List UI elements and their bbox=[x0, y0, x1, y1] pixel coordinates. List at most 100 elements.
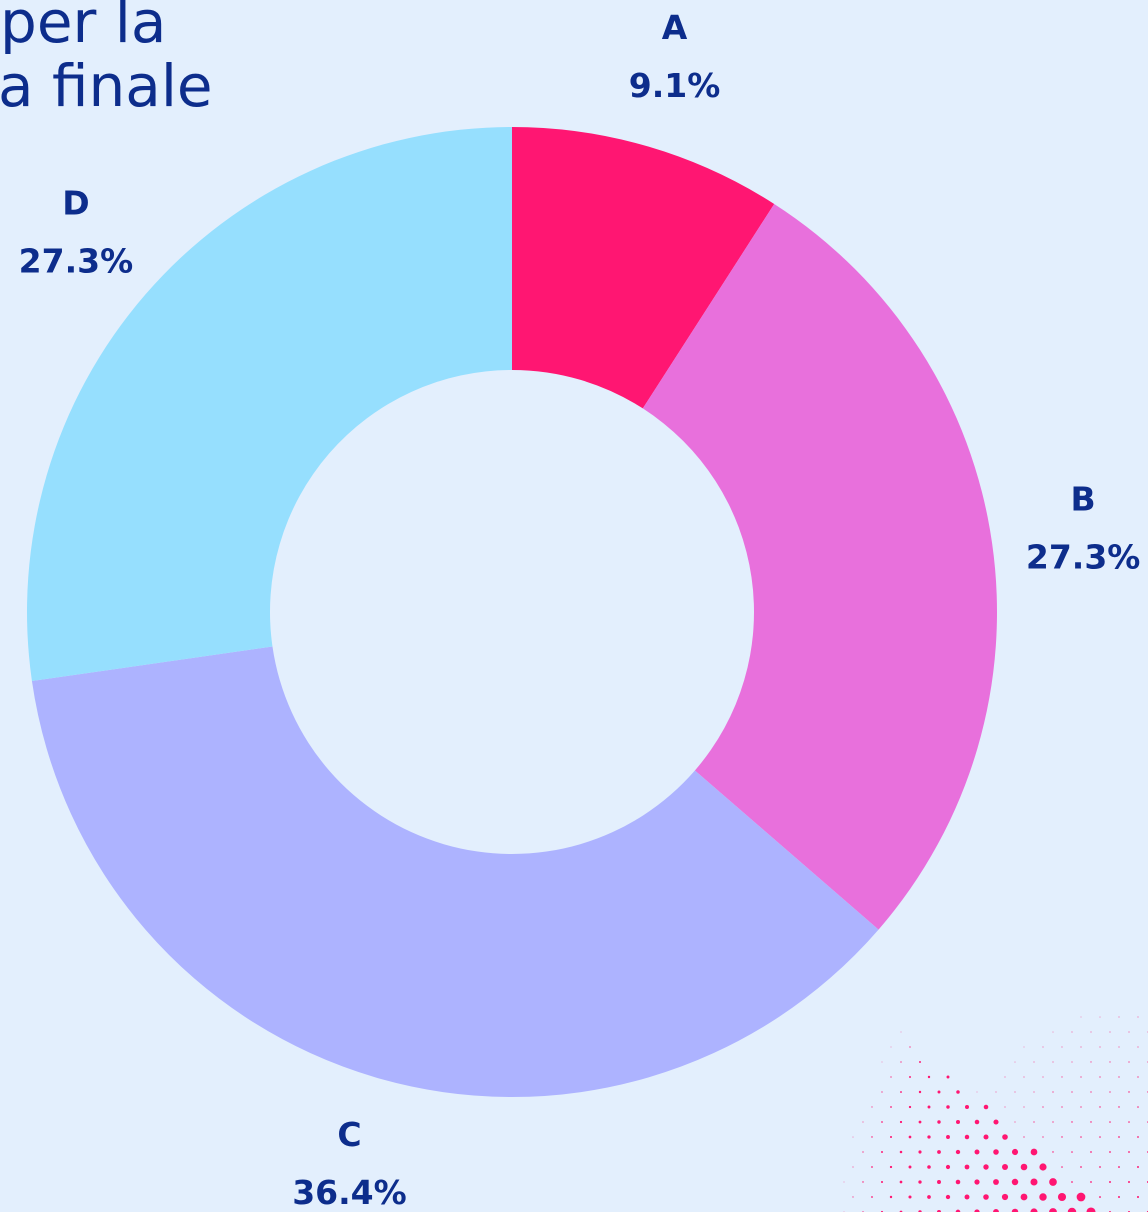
decor-dot bbox=[1109, 1151, 1111, 1153]
slice-value-label: 36.4% bbox=[292, 1173, 407, 1212]
decor-dot bbox=[1067, 1207, 1077, 1212]
decor-dot bbox=[889, 1135, 893, 1139]
decor-dot bbox=[1061, 1136, 1063, 1138]
donut-slice bbox=[642, 203, 997, 930]
chart-title: per la bbox=[0, 0, 166, 56]
decor-dot bbox=[1128, 1121, 1130, 1123]
decor-dot bbox=[1099, 1106, 1101, 1108]
decor-dot bbox=[918, 1150, 922, 1154]
decor-dot bbox=[1109, 1091, 1111, 1093]
slice-category-label: D bbox=[62, 184, 89, 223]
decor-dot bbox=[937, 1120, 941, 1124]
slice-value-label: 27.3% bbox=[19, 242, 134, 281]
decor-dot bbox=[1014, 1061, 1016, 1063]
decor-dot bbox=[881, 1061, 883, 1063]
decor-dot bbox=[993, 1119, 999, 1125]
decor-dot bbox=[1076, 1192, 1086, 1202]
decor-dot bbox=[871, 1196, 873, 1198]
decor-dot bbox=[1004, 1106, 1006, 1108]
decor-dot bbox=[1080, 1166, 1082, 1168]
decor-dot bbox=[1071, 1121, 1073, 1123]
decor-dot bbox=[908, 1105, 912, 1109]
decor-dot bbox=[1033, 1121, 1035, 1123]
decor-dot bbox=[890, 1106, 892, 1108]
decor-dot bbox=[1080, 1136, 1082, 1138]
decor-dot bbox=[955, 1209, 961, 1212]
decor-dot bbox=[918, 1180, 922, 1184]
decor-dot bbox=[1071, 1181, 1073, 1183]
decor-dot bbox=[946, 1075, 950, 1079]
decor-dot bbox=[899, 1150, 903, 1154]
decor-dot bbox=[1020, 1193, 1028, 1201]
decor-dot bbox=[995, 1091, 997, 1093]
decor-dot bbox=[908, 1165, 912, 1169]
decor-dot bbox=[1099, 1016, 1101, 1018]
chart-title: a finale bbox=[0, 52, 213, 120]
decor-dot bbox=[927, 1075, 931, 1079]
decor-dot bbox=[1090, 1061, 1092, 1063]
decor-dot bbox=[956, 1120, 960, 1124]
decor-dot bbox=[880, 1180, 884, 1184]
decor-dot bbox=[881, 1121, 883, 1123]
decor-dot bbox=[871, 1136, 873, 1138]
decor-dot bbox=[1033, 1061, 1035, 1063]
decor-dot bbox=[1014, 1091, 1016, 1093]
decor-dot bbox=[983, 1104, 989, 1110]
decor-dot bbox=[956, 1090, 960, 1094]
decor-dot bbox=[908, 1195, 912, 1199]
decor-dot bbox=[871, 1106, 873, 1108]
decor-dot bbox=[974, 1119, 980, 1125]
decor-dot bbox=[1086, 1207, 1096, 1212]
decor-dot bbox=[946, 1105, 950, 1109]
decor-dot bbox=[1080, 1046, 1082, 1048]
decor-dot bbox=[889, 1165, 893, 1169]
decor-dot bbox=[1052, 1061, 1054, 1063]
decor-dot bbox=[918, 1120, 922, 1124]
decor-dot bbox=[946, 1135, 950, 1139]
decor-dot bbox=[927, 1195, 931, 1199]
decor-dot bbox=[1061, 1046, 1063, 1048]
decor-dot bbox=[852, 1166, 854, 1168]
decor-dot bbox=[1090, 1031, 1092, 1033]
decor-dot bbox=[1023, 1076, 1025, 1078]
decor-dot bbox=[1137, 1016, 1139, 1018]
decor-dot bbox=[937, 1180, 941, 1184]
decor-dot bbox=[964, 1164, 970, 1170]
decor-dot bbox=[908, 1135, 912, 1139]
decor-dot bbox=[1118, 1046, 1120, 1048]
decor-dot bbox=[1109, 1061, 1111, 1063]
decor-dot bbox=[1118, 1076, 1120, 1078]
decor-dot bbox=[937, 1150, 941, 1154]
decor-dot bbox=[862, 1121, 864, 1123]
decor-dot bbox=[976, 1091, 978, 1093]
decor-dot bbox=[909, 1046, 911, 1048]
decor-dot bbox=[993, 1209, 999, 1212]
decor-dot bbox=[1052, 1151, 1054, 1153]
decor-dot bbox=[1001, 1193, 1009, 1201]
decor-dot bbox=[1071, 1061, 1073, 1063]
decor-dot bbox=[1042, 1106, 1044, 1108]
decor-dot bbox=[862, 1151, 864, 1153]
decor-dot bbox=[945, 1194, 951, 1200]
decor-dot bbox=[974, 1209, 980, 1212]
decor-dot bbox=[1118, 1136, 1120, 1138]
decor-dot bbox=[1020, 1163, 1028, 1171]
decor-dot bbox=[1011, 1178, 1019, 1186]
decor-dot bbox=[900, 1061, 902, 1063]
decor-dot bbox=[955, 1179, 961, 1185]
decor-dot bbox=[1052, 1031, 1054, 1033]
decor-dot bbox=[1128, 1061, 1130, 1063]
decor-dot bbox=[964, 1134, 970, 1140]
decor-dot bbox=[1011, 1208, 1019, 1212]
decor-dot bbox=[1099, 1166, 1101, 1168]
decor-dot bbox=[1137, 1106, 1139, 1108]
decor-dot bbox=[843, 1181, 845, 1183]
decor-dot bbox=[890, 1046, 892, 1048]
slice-value-label: 9.1% bbox=[629, 66, 721, 105]
decor-dot bbox=[955, 1149, 961, 1155]
decor-dot bbox=[974, 1149, 980, 1155]
decor-dot bbox=[927, 1165, 931, 1169]
decor-dot bbox=[881, 1151, 883, 1153]
decor-dot bbox=[1039, 1193, 1047, 1201]
